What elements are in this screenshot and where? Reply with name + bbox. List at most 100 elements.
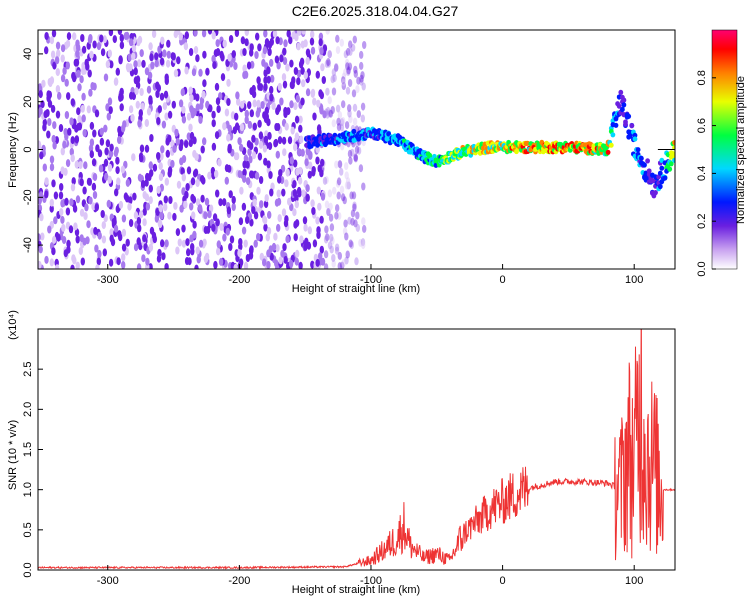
spectrogram-noise-cell: [148, 243, 154, 252]
spectrogram-noise-cell: [296, 42, 301, 51]
spectrogram-noise-cell: [189, 202, 194, 211]
spectrogram-noise-cell: [251, 134, 256, 143]
spectrogram-noise-cell: [332, 186, 337, 195]
spectrogram-noise-cell: [251, 84, 256, 93]
spectrogram-noise-cell: [104, 172, 109, 181]
spectrogram-noise-cell: [270, 182, 275, 191]
spectrogram-noise-cell: [353, 69, 358, 78]
spectrogram-noise-cell: [255, 109, 260, 118]
spectrogram-noise-cell: [201, 30, 207, 38]
spectrogram-noise-cell: [238, 258, 244, 267]
spectrogram-noise-cell: [215, 97, 221, 106]
spectrogram-noise-cell: [139, 49, 144, 58]
spectrogram-noise-cell: [218, 198, 223, 207]
spectrogram-noise-cell: [323, 235, 329, 244]
spectrogram-noise-cell: [360, 238, 366, 247]
spectrogram-noise-cell: [139, 154, 144, 163]
spectrogram-noise-cell: [225, 227, 230, 236]
spectrogram-noise-cell: [244, 116, 249, 124]
spectrogram-noise-cell: [278, 169, 283, 177]
spectrogram-noise-cell: [121, 243, 127, 252]
spectrogram-noise-cell: [343, 219, 348, 228]
spectrogram-noise-cell: [167, 110, 173, 119]
spectrogram-noise-cell: [38, 260, 42, 269]
spectrogram-noise-cell: [234, 30, 240, 37]
spectrogram-noise-cell: [181, 105, 186, 114]
snr-y-tick-label: 0.5: [22, 522, 34, 537]
spectrogram-noise-cell: [62, 140, 67, 149]
spectrogram-noise-cell: [331, 87, 337, 96]
spectrogram-noise-cell: [195, 198, 201, 207]
spectrogram-noise-cell: [200, 175, 205, 183]
spectrogram-noise-cell: [216, 240, 221, 249]
spectrogram-signal-cell: [629, 123, 635, 129]
spectrogram-noise-cell: [323, 263, 329, 269]
spectrogram-noise-cell: [120, 165, 126, 174]
spectrogram-noise-cell: [178, 143, 183, 152]
spectrogram-noise-cell: [195, 103, 200, 112]
spectrogram-noise-cell: [102, 35, 108, 44]
spectrogram-noise-cell: [148, 95, 153, 104]
spectrogram-noise-cell: [71, 177, 76, 186]
spectrogram-noise-cell: [296, 186, 302, 195]
spectrogram-noise-cell: [61, 236, 67, 244]
spectrogram-noise-cell: [263, 135, 269, 144]
spectrogram-noise-cell: [352, 103, 358, 112]
spectrogram-noise-cell: [330, 236, 335, 245]
spectrogram-noise-cell: [133, 60, 138, 69]
spectrogram-noise-cell: [167, 166, 173, 175]
spectrogram-signal-cell: [645, 158, 650, 164]
spectrogram-noise-cell: [290, 126, 295, 135]
spectrogram-noise-cell: [237, 170, 242, 179]
spectrogram-noise-cell: [254, 51, 259, 59]
spectrogram-noise-cell: [344, 162, 349, 171]
spectrogram-noise-cell: [155, 208, 160, 216]
spectrogram-noise-cell: [327, 96, 332, 105]
spectrogram-noise-cell: [292, 189, 298, 197]
spectrogram-noise-cell: [277, 175, 282, 184]
spectrogram-noise-cell: [91, 182, 97, 191]
spectrogram-noise-cell: [226, 133, 231, 142]
spectrogram-noise-cell: [94, 203, 100, 212]
spectrogram-noise-cell: [38, 90, 43, 99]
spectrogram-signal-cell: [613, 122, 619, 128]
spectrogram-noise-cell: [173, 201, 178, 210]
spectrogram-noise-cell: [142, 234, 147, 243]
spectrogram-noise-cell: [84, 58, 89, 67]
spectrogram-noise-cell: [255, 32, 260, 41]
spectrogram-noise-cell: [249, 43, 254, 52]
spectrogram-signal-cell: [635, 147, 641, 153]
spectrogram-signal-cell: [632, 136, 638, 142]
spectrogram-noise-cell: [335, 34, 340, 43]
spectrogram-noise-cell: [107, 175, 112, 184]
spectrogram-noise-cell: [96, 42, 102, 51]
spectrogram-noise-cell: [296, 148, 302, 157]
spectrogram-noise-cell: [251, 206, 256, 215]
spectrogram-signal-cell: [653, 190, 658, 196]
spectrogram-noise-cell: [112, 35, 118, 44]
spectrogram-noise-cell: [289, 156, 294, 165]
spectrogram-noise-cell: [117, 136, 122, 144]
spectrogram-noise-cell: [312, 97, 317, 106]
spectrogram-noise-cell: [316, 99, 321, 108]
spectrogram-noise-cell: [341, 76, 346, 85]
spectrogram-noise-cell: [355, 85, 360, 94]
snr-y-tick-label: 0.0: [22, 562, 34, 577]
spectrogram-noise-cell: [82, 129, 87, 137]
spectrogram-noise-cell: [336, 177, 342, 186]
spectrogram-noise-cell: [102, 248, 108, 257]
spectrogram-noise-cell: [50, 50, 56, 59]
spectrogram-noise-cell: [76, 69, 81, 78]
spectrogram-noise-cell: [345, 62, 350, 71]
spectrogram-noise-cell: [305, 56, 310, 65]
spectrogram-noise-cell: [253, 239, 258, 248]
spectrogram-noise-cell: [331, 68, 337, 77]
spectrogram-noise-cell: [235, 91, 240, 100]
spectrogram-noise-cell: [362, 224, 367, 233]
spectrogram-noise-cell: [79, 208, 85, 217]
spectrogram-noise-cell: [337, 160, 343, 169]
spectrogram-noise-cell: [186, 112, 192, 121]
spectrogram-noise-cell: [294, 200, 299, 209]
spectrogram-noise-cell: [49, 163, 55, 172]
spectrogram-noise-cell: [173, 69, 179, 78]
